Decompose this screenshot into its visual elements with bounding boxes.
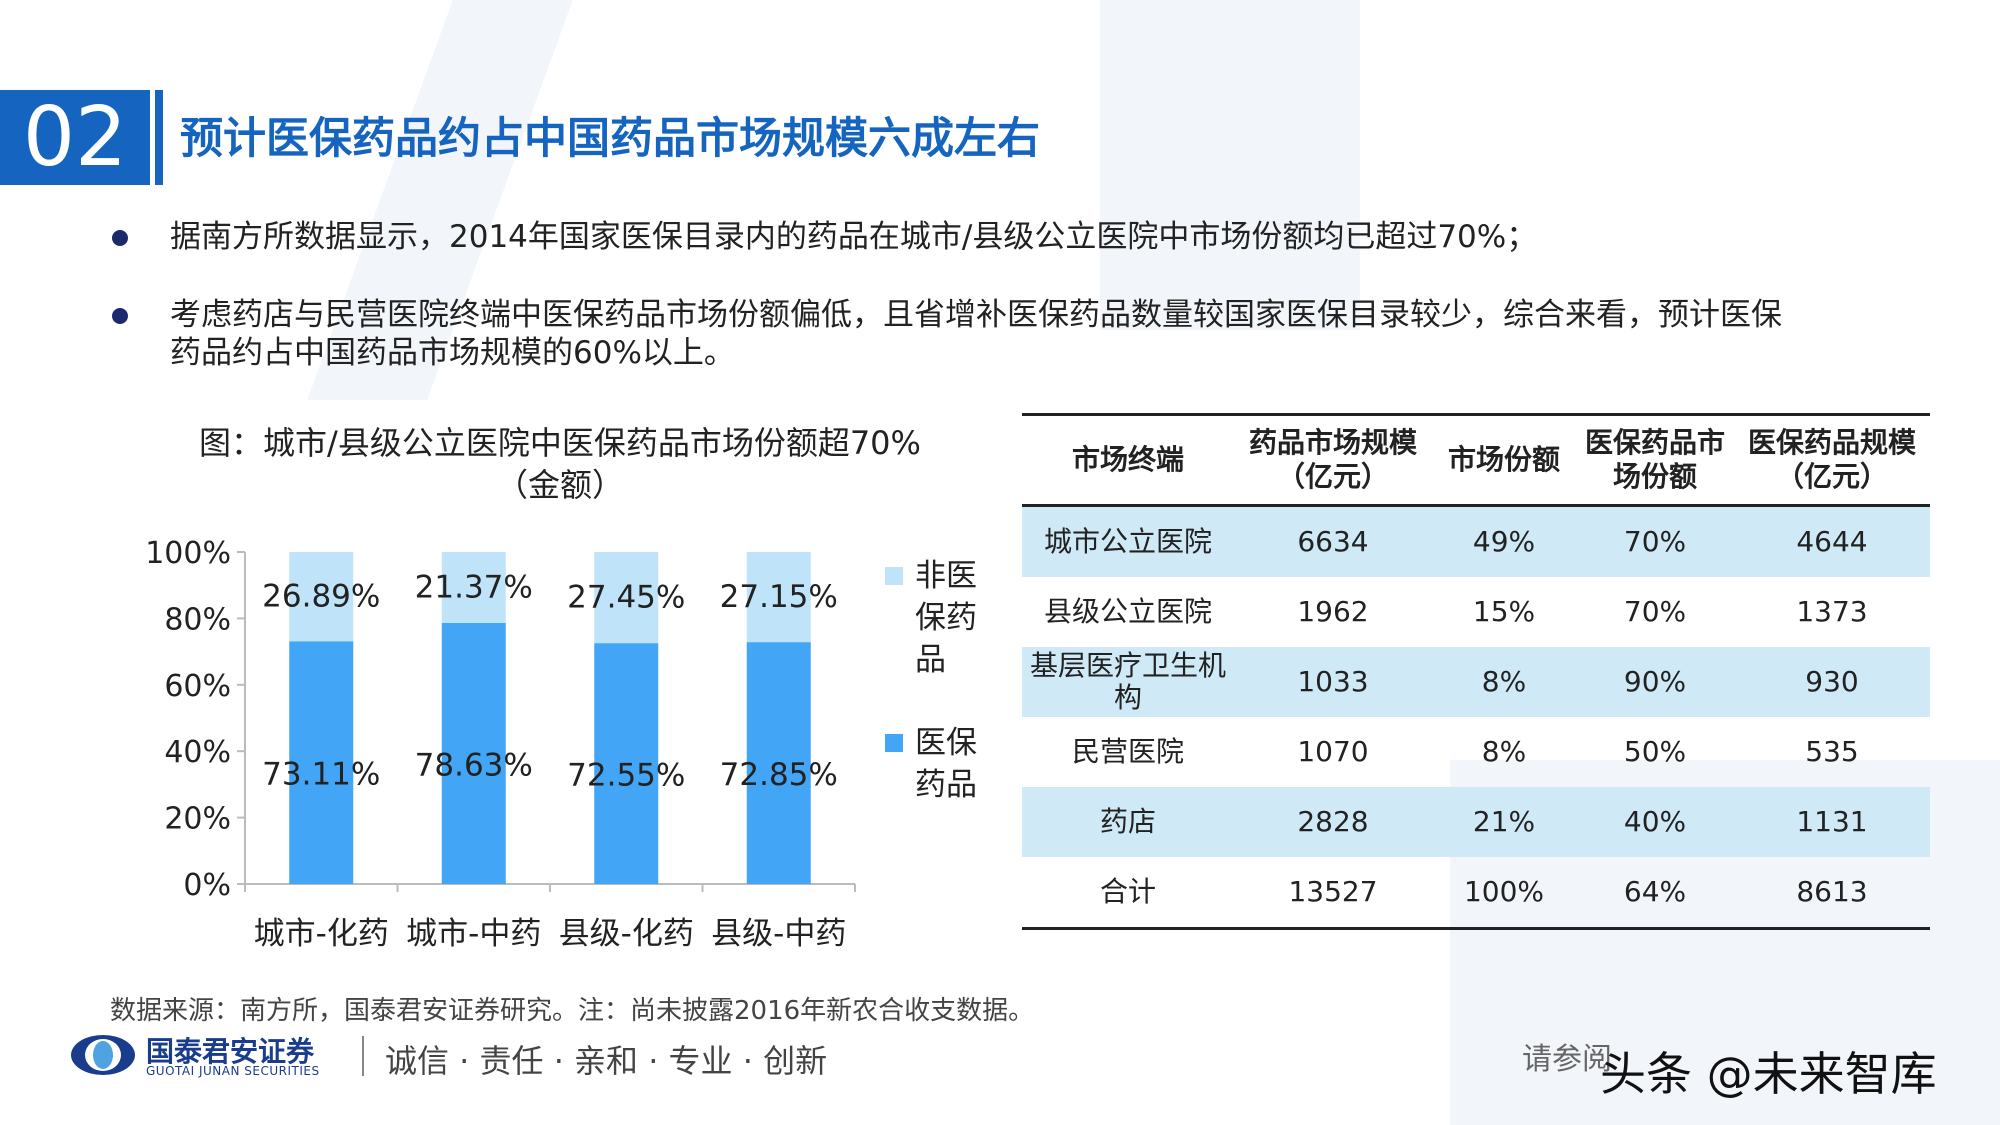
table-header-cell: 医保药品市场份额	[1576, 413, 1734, 507]
table-cell: 1131	[1734, 787, 1930, 857]
bullet-dot-icon	[112, 308, 128, 324]
market-table: 市场终端 药品市场规模（亿元） 市场份额 医保药品市场份额 医保药品规模（亿元）…	[1022, 413, 1930, 930]
table-cell: 8%	[1432, 647, 1576, 717]
y-tick-label: 100%	[145, 536, 231, 571]
table-cell: 50%	[1623, 735, 1687, 768]
chart-title-line: （金额）	[495, 466, 624, 504]
legend-label: 医保药品	[915, 725, 977, 803]
bar-noninsured	[746, 552, 811, 643]
bullet-text: 考虑药店与民营医院终端中医保药品市场份额偏低，且省增补医保药品数量较国家医保目录…	[170, 297, 1782, 333]
table-cell: 1070	[1297, 735, 1369, 768]
table-cell: 8%	[1481, 735, 1527, 768]
table-cell: 21%	[1432, 787, 1576, 857]
table-cell: 2828	[1234, 787, 1432, 857]
data-label: 27.15%	[720, 579, 838, 615]
background-shape	[1100, 0, 1360, 330]
table-header-cell: 医保药品规模（亿元）	[1734, 413, 1930, 507]
table-cell: 40%	[1576, 787, 1734, 857]
table-header-cell: 市场终端	[1022, 413, 1234, 507]
table-cell: 4644	[1734, 505, 1930, 577]
table-cell: 1033	[1234, 647, 1432, 717]
bullet-text: 药品约占中国药品市场规模的60%以上。	[170, 335, 735, 371]
table-cell: 535	[1805, 735, 1859, 768]
table-header-cell: 药品市场规模（亿元）	[1234, 413, 1432, 507]
table-cell: 药店	[1022, 787, 1234, 857]
disclaimer-text: 请参阅	[1522, 1042, 1612, 1077]
x-tick-label: 县级-中药	[711, 916, 846, 952]
source-note: 数据来源：南方所，国泰君安证券研究。注：尚未披露2016年新农合收支数据。	[110, 996, 1035, 1026]
bar-insured	[594, 643, 659, 884]
legend-label: 非医保药品	[915, 558, 977, 678]
table-row: 基层医疗卫生机构 1033 8% 90% 930	[1022, 647, 1930, 717]
title-accent-bar	[155, 90, 163, 185]
chart-title: 图：城市/县级公立医院中医保药品市场份额超70% （金额）	[160, 422, 960, 506]
data-label: 27.45%	[567, 580, 685, 616]
table-cell: 合计	[1022, 857, 1234, 930]
bar-insured	[746, 642, 811, 884]
table-cell: 8613	[1734, 857, 1930, 930]
table-cell: 70%	[1576, 505, 1734, 577]
data-label: 78.63%	[415, 747, 533, 783]
table-cell: 1962	[1297, 595, 1369, 628]
y-tick-label: 40%	[164, 735, 231, 770]
data-label: 72.85%	[720, 757, 838, 793]
bar-noninsured	[289, 552, 354, 642]
stacked-bar-chart: 0% 20% 40% 60% 80% 100% 73.11% 26.89% 城市-化药 78.63…	[145, 536, 856, 952]
table-row: 药店 2828 21% 40% 1131	[1022, 787, 1930, 857]
bullet-dot-icon	[112, 230, 128, 246]
legend-swatch	[885, 567, 903, 585]
data-label: 26.89%	[262, 579, 380, 615]
table-cell: 64%	[1576, 857, 1734, 930]
y-tick-label: 60%	[164, 669, 231, 704]
logo-icon	[71, 1035, 135, 1075]
table-row: 县级公立医院 1962 15% 70% 1373	[1022, 577, 1930, 647]
table-cell: 930	[1734, 647, 1930, 717]
brand-name-en: GUOTAI JUNAN SECURITIES	[146, 1064, 320, 1078]
table-cell: 13527	[1234, 857, 1432, 930]
data-label: 21.37%	[415, 569, 533, 605]
table-row: 民营医院 1070 8% 50% 535	[1022, 717, 1930, 787]
table-cell: 6634	[1234, 505, 1432, 577]
x-tick-label: 城市-中药	[406, 916, 541, 952]
table-cell: 49%	[1432, 505, 1576, 577]
slide-number: 02	[0, 90, 150, 185]
bar-insured	[441, 622, 506, 884]
watermark: 头条 @未来智库	[1600, 1047, 1937, 1101]
page-title: 预计医保药品约占中国药品市场规模六成左右	[180, 114, 1040, 164]
table-cell: 100%	[1432, 857, 1576, 930]
table-row: 城市公立医院 6634 49% 70% 4644	[1022, 505, 1930, 577]
y-tick-label: 0%	[183, 868, 231, 903]
bar-noninsured	[594, 552, 659, 644]
chart-title-line: 图：城市/县级公立医院中医保药品市场份额超70%	[199, 424, 921, 462]
x-tick-label: 城市-化药	[254, 916, 389, 952]
bar-noninsured	[441, 552, 506, 623]
table-header-row: 市场终端 药品市场规模（亿元） 市场份额 医保药品市场份额 医保药品规模（亿元）	[1022, 413, 1930, 507]
y-tick-label: 20%	[164, 802, 231, 837]
table-cell: 城市公立医院	[1022, 505, 1234, 577]
table-cell: 1373	[1796, 595, 1868, 628]
footer-divider	[362, 1036, 364, 1076]
table-cell: 民营医院	[1071, 735, 1184, 768]
table-row-total: 合计 13527 100% 64% 8613	[1022, 857, 1930, 930]
table-header-cell: 市场份额	[1432, 413, 1576, 507]
x-tick-label: 县级-化药	[559, 916, 694, 952]
bar-insured	[289, 641, 354, 884]
table-cell: 90%	[1576, 647, 1734, 717]
y-tick-label: 80%	[164, 602, 231, 637]
data-label: 72.55%	[567, 758, 685, 794]
legend-swatch	[885, 734, 903, 752]
table-cell: 70%	[1623, 595, 1687, 628]
brand-name: 国泰君安证券	[146, 1035, 315, 1068]
slogan: 诚信 · 责任 · 亲和 · 专业 · 创新	[385, 1042, 828, 1080]
data-label: 73.11%	[262, 757, 380, 793]
table-cell: 基层医疗卫生机构	[1022, 647, 1234, 717]
table-cell: 县级公立医院	[1043, 595, 1212, 628]
bullet-text: 据南方所数据显示，2014年国家医保目录内的药品在城市/县级公立医院中市场份额均…	[170, 219, 1538, 255]
table-cell: 15%	[1472, 595, 1536, 628]
